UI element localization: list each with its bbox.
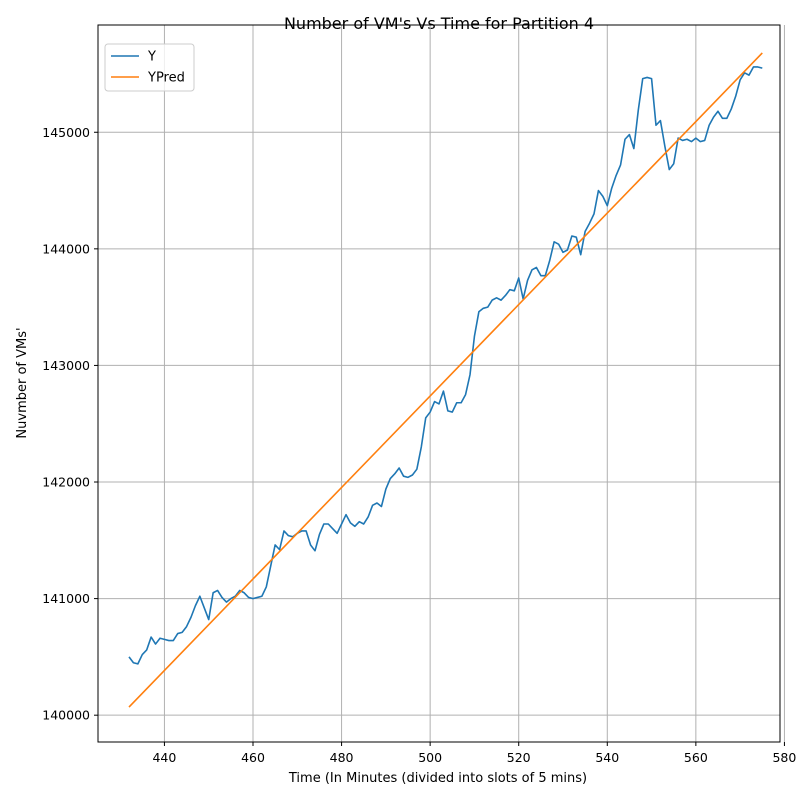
- chart-title: Number of VM's Vs Time for Partition 4: [284, 14, 594, 33]
- x-tick-label: 440: [152, 750, 176, 765]
- y-tick-label: 140000: [42, 708, 90, 723]
- series-line-ypred: [128, 52, 763, 708]
- y-tick-label: 143000: [42, 358, 90, 373]
- y-tick-label: 141000: [42, 591, 90, 606]
- legend-label-y: Y: [147, 50, 156, 65]
- x-tick-label: 560: [684, 750, 708, 765]
- y-axis-label: Nuvmber of VMs': [15, 327, 30, 438]
- axes-frame: [97, 24, 781, 743]
- y-tick-label: 144000: [42, 241, 90, 256]
- x-tick-label: 480: [330, 750, 354, 765]
- x-tick-label: 580: [772, 750, 796, 765]
- x-axis: 440 460 480 500 520 540 560 580: [152, 742, 796, 765]
- y-tick-label: 145000: [42, 125, 90, 140]
- y-tick-label: 142000: [42, 475, 90, 490]
- x-tick-label: 500: [418, 750, 442, 765]
- plot-area: [128, 52, 763, 708]
- series-line-y: [128, 66, 763, 665]
- y-axis: 140000 141000 142000 143000 144000 145000: [42, 125, 98, 723]
- grid: [98, 25, 785, 742]
- x-tick-label: 460: [241, 750, 265, 765]
- x-tick-label: 520: [507, 750, 531, 765]
- x-tick-label: 540: [595, 750, 619, 765]
- x-axis-label: Time (In Minutes (divided into slots of …: [288, 771, 587, 786]
- legend-label-ypred: YPred: [147, 71, 185, 86]
- legend: Y YPred: [104, 43, 195, 92]
